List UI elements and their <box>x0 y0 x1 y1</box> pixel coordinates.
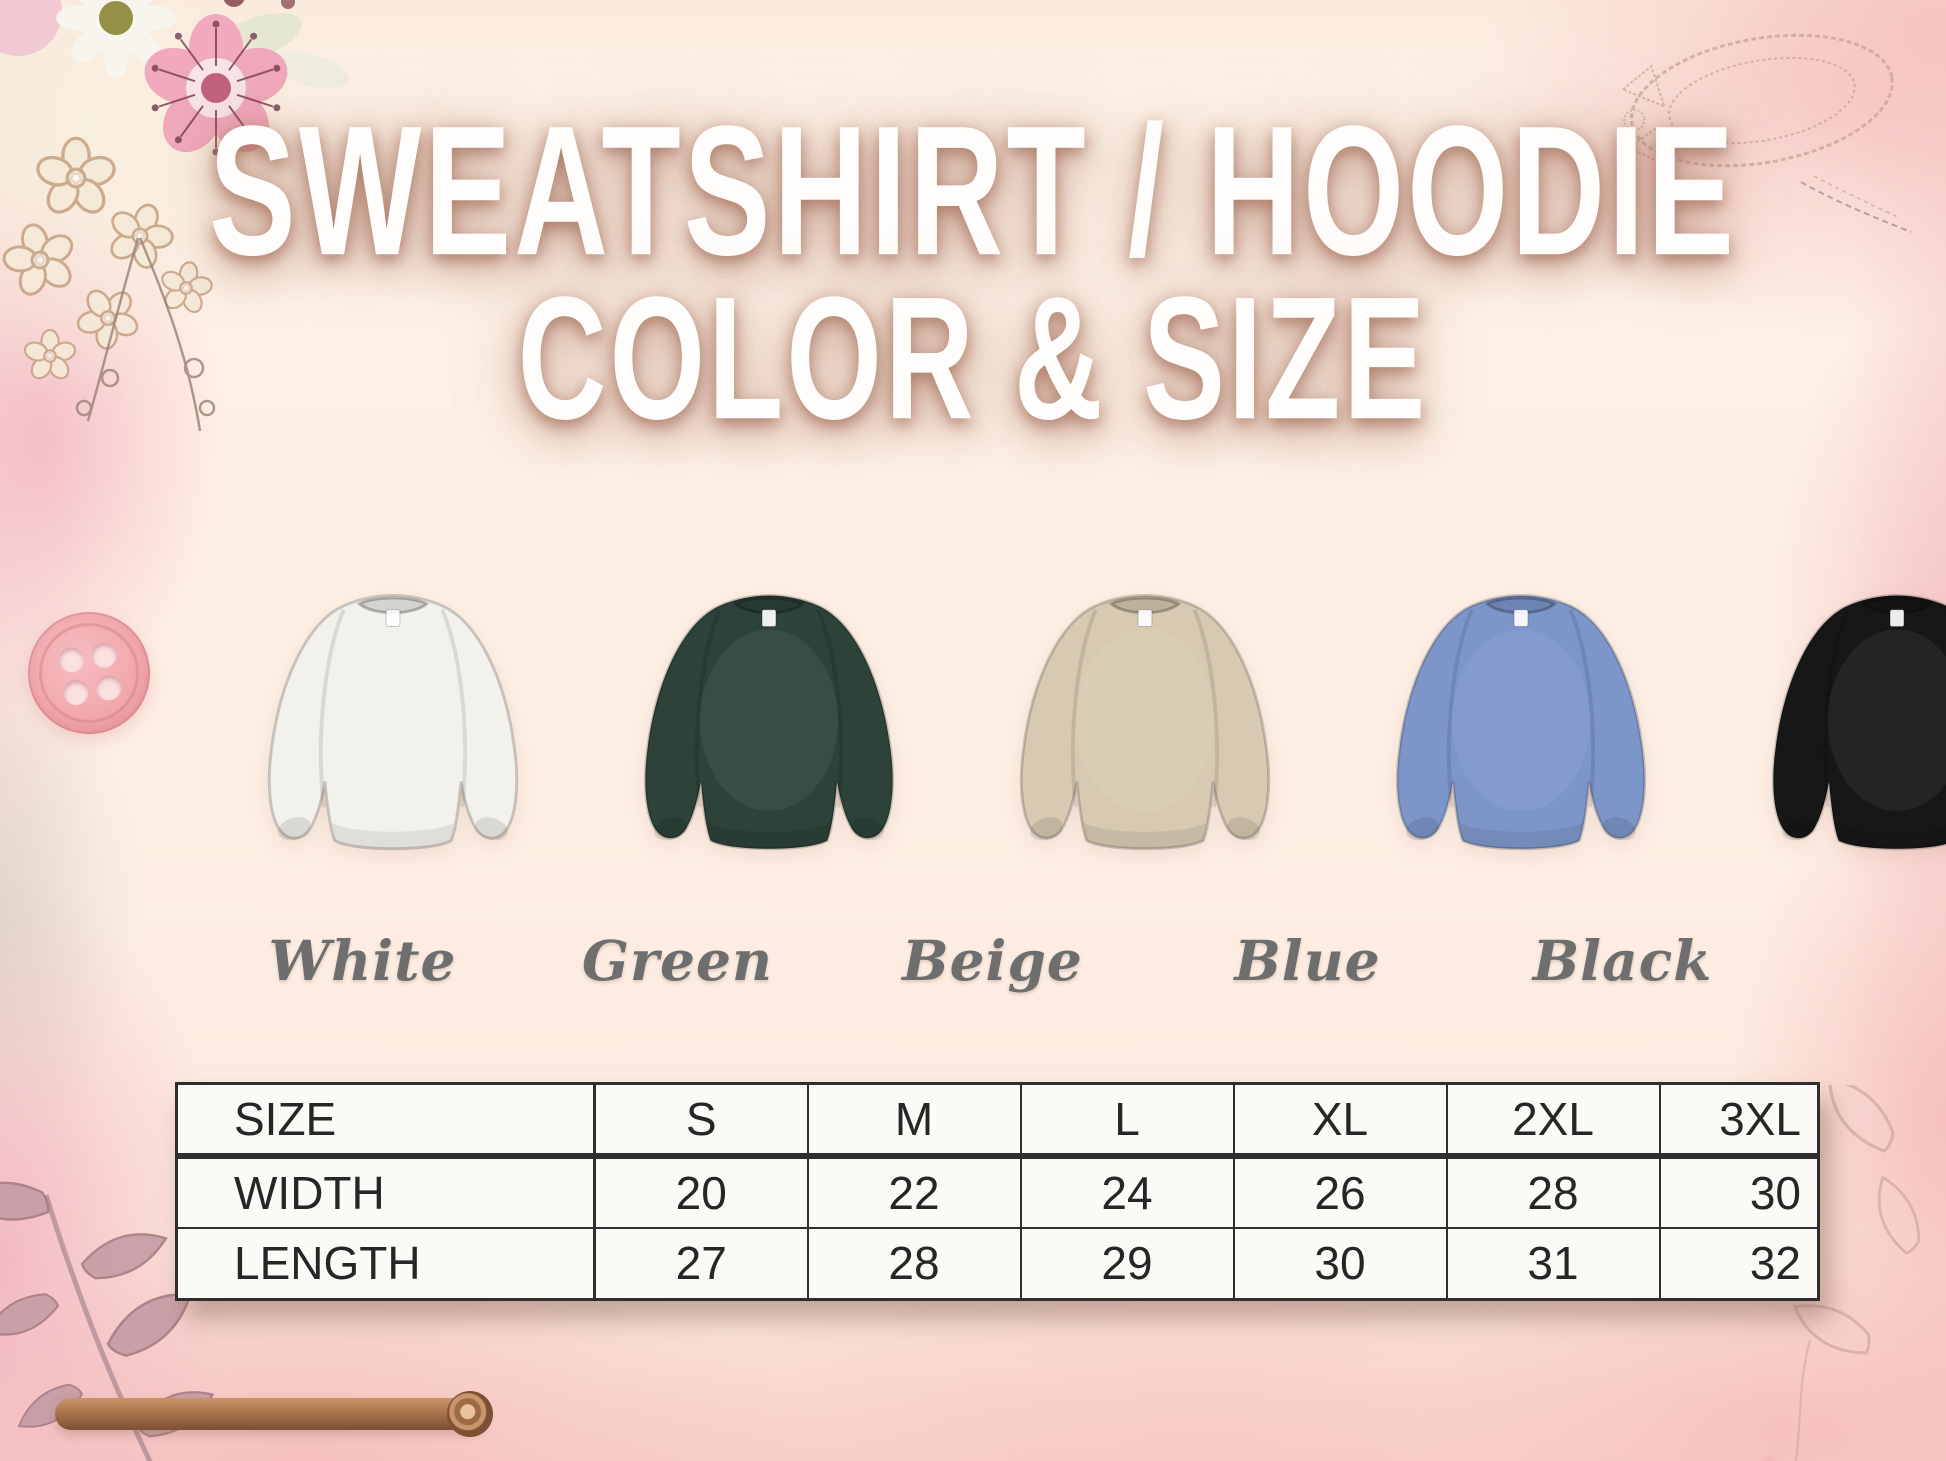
color-labels-row: White Green Beige Blue Black <box>205 928 1780 993</box>
length-row: LENGTH 27 28 29 30 31 32 <box>175 1226 1820 1301</box>
width-xl: 26 <box>1232 1154 1448 1229</box>
size-chart-table: SIZE S M L XL 2XL 3XL WIDTH 20 22 24 26 … <box>175 1082 1820 1301</box>
color-options-row <box>205 568 1946 924</box>
button-hole <box>61 678 91 707</box>
sweatshirt-blue-image <box>1395 593 1647 851</box>
sweatshirt-green-image <box>643 593 895 851</box>
watercolor-arc <box>1536 1316 1813 1461</box>
size-header-cell: SIZE <box>175 1082 596 1159</box>
sewing-button-icon <box>20 604 158 742</box>
wooden-stick-icon <box>55 1391 493 1437</box>
product-beige <box>997 584 1293 908</box>
length-s: 27 <box>593 1226 809 1301</box>
color-label-green: Green <box>582 928 773 993</box>
sweatshirt-beige-image <box>1019 593 1271 851</box>
size-col-l: L <box>1019 1082 1235 1159</box>
product-white <box>245 584 541 908</box>
width-row: WIDTH 20 22 24 26 28 30 <box>175 1154 1820 1229</box>
length-m: 28 <box>806 1226 1022 1301</box>
button-hole <box>94 673 123 703</box>
width-l: 24 <box>1019 1154 1235 1229</box>
width-s: 20 <box>593 1154 809 1229</box>
product-black <box>1749 584 1946 908</box>
sweatshirt-white-image <box>267 593 519 851</box>
stick-spiral-end <box>447 1391 493 1437</box>
color-label-white: White <box>268 928 457 993</box>
width-3xl: 30 <box>1658 1154 1820 1229</box>
button-hole <box>57 645 86 674</box>
sweatshirt-black-image <box>1771 593 1946 851</box>
product-green <box>621 584 917 908</box>
size-header-row: SIZE S M L XL 2XL 3XL <box>175 1082 1820 1159</box>
length-l: 29 <box>1019 1226 1235 1301</box>
button-hole <box>90 641 119 670</box>
length-2xl: 31 <box>1445 1226 1661 1301</box>
color-label-black: Black <box>1532 928 1713 993</box>
product-blue <box>1373 584 1669 908</box>
title-line-2: COLOR & SIZE <box>517 262 1429 457</box>
size-col-3xl: 3XL <box>1658 1082 1820 1159</box>
width-m: 22 <box>806 1154 1022 1229</box>
width-2xl: 28 <box>1445 1154 1661 1229</box>
color-label-beige: Beige <box>902 928 1083 993</box>
width-row-label: WIDTH <box>175 1154 596 1229</box>
length-row-label: LENGTH <box>175 1226 596 1301</box>
color-label-blue: Blue <box>1234 928 1381 993</box>
size-col-xl: XL <box>1232 1082 1448 1159</box>
length-xl: 30 <box>1232 1226 1448 1301</box>
length-3xl: 32 <box>1658 1226 1820 1301</box>
size-col-2xl: 2XL <box>1445 1082 1661 1159</box>
size-col-m: M <box>806 1082 1022 1159</box>
title-line-1: SWEATSHIRT / HOODIE <box>209 86 1737 294</box>
size-col-s: S <box>593 1082 809 1159</box>
